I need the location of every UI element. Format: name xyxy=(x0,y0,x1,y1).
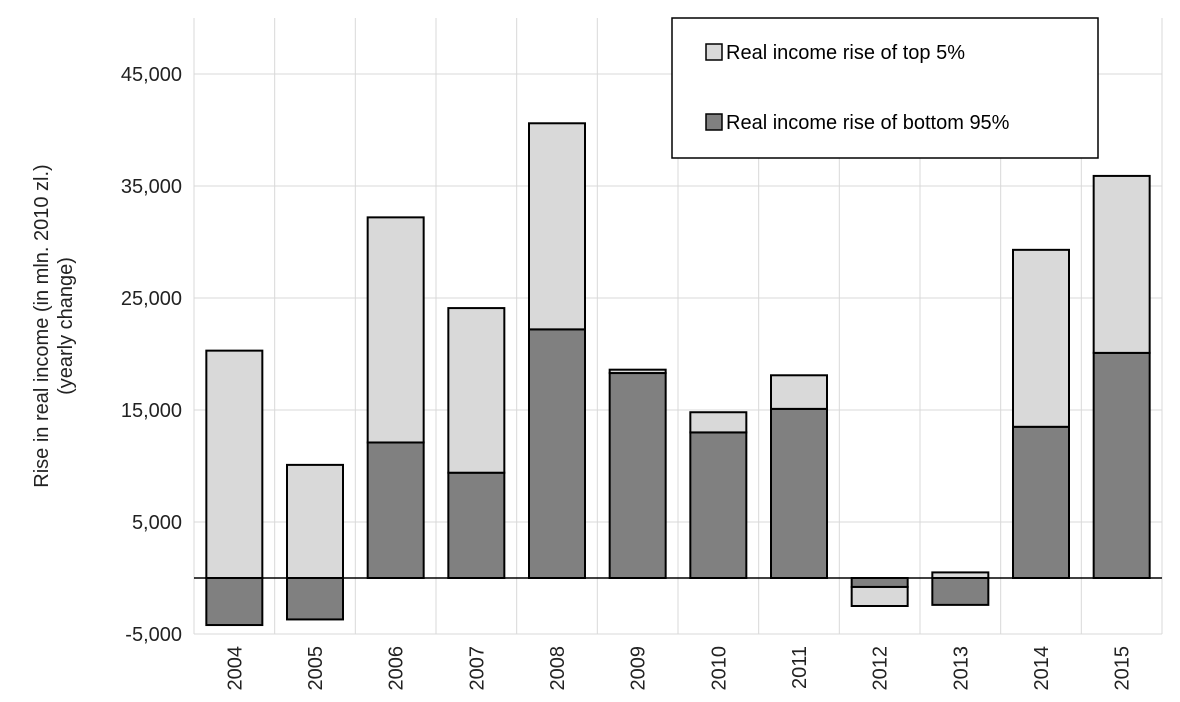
bar-2010-series-0 xyxy=(689,431,748,579)
x-tick-label: 2014 xyxy=(1031,646,1053,691)
bar-2010-series-1 xyxy=(689,411,748,434)
bar-2011-series-0 xyxy=(770,407,828,579)
y-tick-label: 45,000 xyxy=(121,64,182,86)
bar-2015-series-1 xyxy=(1092,174,1151,354)
bar-2011-series-1 xyxy=(770,374,828,410)
legend-box xyxy=(671,17,1099,159)
y-tick-label: 35,000 xyxy=(121,176,182,198)
y-tick-label: 15,000 xyxy=(121,400,182,422)
bar-2013-series-1 xyxy=(931,571,990,580)
x-tick-label: 2004 xyxy=(224,646,246,691)
bar-2015-series-0 xyxy=(1092,351,1151,579)
bar-2013-series-0 xyxy=(931,577,990,606)
legend-swatch xyxy=(705,113,723,131)
x-tick-label: 2009 xyxy=(628,646,650,691)
legend-label: Real income rise of bottom 95% xyxy=(726,112,1010,134)
x-tick-label: 2013 xyxy=(950,646,972,691)
y-axis-ticks: -5,000 5,000 15,000 25,000 35,000 45,000 xyxy=(121,64,182,646)
bar-2009-series-0 xyxy=(608,372,667,580)
y-tick-label: 5,000 xyxy=(132,512,182,534)
bar-2014-series-1 xyxy=(1012,248,1070,428)
legend: Real income rise of top 5% Real income ri… xyxy=(671,17,1099,159)
bar-2012-series-1 xyxy=(850,585,909,608)
bar-2008-series-0 xyxy=(528,328,586,579)
x-tick-label: 2012 xyxy=(870,646,892,691)
bar-2004-series-0 xyxy=(205,577,264,627)
x-tick-label: 2011 xyxy=(789,646,811,689)
x-tick-label: 2007 xyxy=(466,646,488,691)
x-tick-label: 2006 xyxy=(386,646,408,691)
bar-2005-series-1 xyxy=(286,463,344,580)
bar-2007-series-0 xyxy=(447,471,506,579)
bar-2006-series-1 xyxy=(366,216,425,444)
legend-label: Real income rise of top 5% xyxy=(726,42,965,64)
y-axis-title-line-1: Rise in real income (in mln. 2010 zl.) xyxy=(31,164,53,487)
x-tick-label: 2010 xyxy=(708,646,730,691)
legend-swatch xyxy=(705,43,723,61)
bar-2007-series-1 xyxy=(447,307,506,474)
y-tick-label: -5,000 xyxy=(125,624,182,646)
bar-2005-series-0 xyxy=(286,577,344,621)
bar-2014-series-0 xyxy=(1012,425,1070,579)
x-tick-label: 2005 xyxy=(305,646,327,691)
bar-2006-series-0 xyxy=(366,441,425,580)
bar-2012-series-0 xyxy=(850,577,909,588)
x-tick-label: 2015 xyxy=(1112,646,1134,691)
bar-2009-series-1 xyxy=(608,368,667,375)
bar-2004-series-1 xyxy=(205,349,264,580)
x-tick-label: 2008 xyxy=(547,646,569,691)
bar-2008-series-1 xyxy=(528,122,586,331)
x-axis-ticks: 2004 2005 2006 2007 2008 2009 2010 2011 2012 2013… xyxy=(224,646,1133,691)
y-tick-label: 25,000 xyxy=(121,288,182,310)
y-axis-title-line-2: (yearly change) xyxy=(55,257,77,395)
